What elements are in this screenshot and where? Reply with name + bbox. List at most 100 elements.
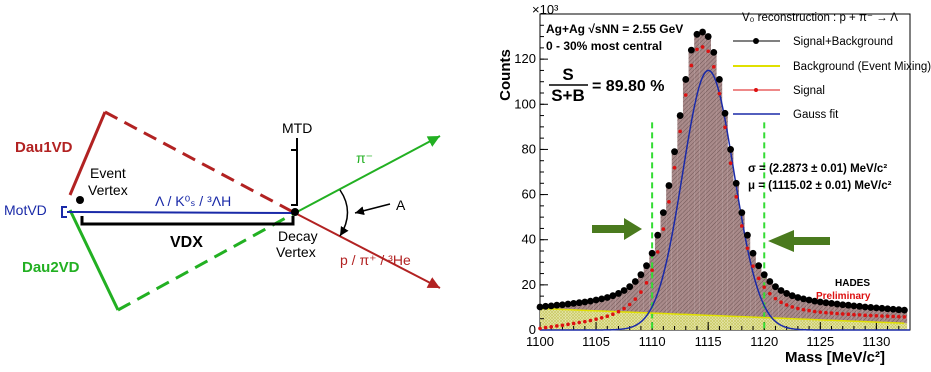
bg-bar (722, 316, 728, 330)
legend: V₀ reconstruction : p + π⁻ → Λ Signal+Ba… (733, 12, 931, 121)
signal-point (583, 319, 587, 324)
signal-point (627, 302, 632, 307)
signal-point (874, 313, 879, 318)
signal-background-point (715, 76, 723, 83)
bg-bar (699, 315, 706, 330)
signal-point (672, 165, 677, 170)
y-tick-label: 60 (522, 187, 536, 202)
signal-point (683, 93, 688, 97)
sb-bar (587, 301, 594, 311)
bg-bar (834, 320, 840, 330)
signal-point (706, 49, 710, 54)
signal-background-point (654, 231, 662, 239)
signal-background-point (783, 290, 791, 297)
bg-bar (750, 317, 756, 330)
signal-point (734, 195, 739, 199)
sb-bar (604, 297, 611, 312)
signal-point (711, 65, 716, 69)
sb-bar (716, 79, 723, 316)
decay-vertex-label-2: Vertex (276, 244, 316, 260)
signal-background-point (553, 301, 561, 309)
signal-background-point (676, 112, 684, 119)
signal-background-point (788, 292, 796, 300)
signal-background-point (805, 296, 813, 304)
mother-track (79, 211, 294, 214)
mtd-label: MTD (282, 120, 312, 136)
signal-point (543, 325, 548, 330)
sb-bar (705, 36, 711, 316)
sb-bar (682, 79, 689, 315)
signal-background-point (777, 287, 785, 294)
motvd-label: MotVD (4, 202, 47, 218)
sb-bar (677, 115, 683, 315)
angle-label: A (396, 197, 406, 213)
signal-background-point (542, 302, 550, 310)
signal-point (599, 316, 604, 320)
signal-point (902, 315, 907, 319)
signal-point (835, 311, 839, 316)
signal-background-point (760, 271, 768, 279)
signal-background-point (671, 148, 678, 156)
bg-bar (890, 322, 896, 330)
sb-bar (610, 295, 616, 312)
bg-bar (576, 310, 583, 330)
signal-background-point (878, 304, 886, 312)
signal-background-point (732, 179, 740, 187)
sb-bar (710, 52, 717, 316)
gauss-curve (540, 69, 910, 331)
x-axis-label: Mass [MeV/c²] (785, 349, 885, 366)
y-tick-label: 120 (514, 51, 536, 66)
signal-point (633, 297, 638, 301)
signal-background-point (631, 278, 639, 285)
x-tick-label: 1105 (582, 334, 610, 349)
bg-bar (828, 320, 835, 330)
signal-background-point (721, 109, 729, 117)
legend-item-gauss: Gauss fit (733, 109, 839, 121)
bg-bar (540, 308, 543, 330)
bg-bar (610, 311, 616, 330)
event-vertex-label-2: Vertex (88, 182, 128, 198)
bg-bar (710, 315, 717, 330)
signal-background-point (755, 262, 763, 270)
signal-background-point (727, 146, 735, 153)
sb-bar (722, 113, 728, 317)
signal-background-point (889, 305, 897, 313)
ratio-value: = 89.80 % (592, 78, 665, 95)
mu-label: μ = (1115.02 ± 0.01) MeV/c² (748, 180, 892, 192)
signal-background-point (643, 262, 650, 270)
x-tick-label: 1130 (862, 334, 890, 349)
signal-background-point (772, 283, 779, 291)
signal-point (717, 91, 722, 96)
signal-background-point (609, 292, 617, 300)
bg-bar (823, 320, 829, 330)
signal-point (773, 296, 778, 301)
signal-background-point (816, 298, 824, 306)
bg-bar (688, 314, 695, 330)
signal-series (538, 45, 907, 331)
signal-background-point (559, 301, 566, 309)
sb-bar (643, 265, 650, 313)
proton-label: p / π⁺ / ³He (340, 252, 411, 268)
bg-bar (789, 318, 796, 330)
x-tick-label: 1110 (639, 334, 666, 349)
signal-background-point (615, 290, 622, 297)
sb-bar (750, 253, 756, 318)
signal-background-point (699, 28, 706, 36)
signal-point (667, 199, 671, 204)
sb-bar (688, 50, 695, 315)
bg-bar (845, 320, 852, 330)
dau1-dashed-extension (104, 110, 294, 214)
bg-bar (654, 313, 661, 330)
y-axis-ticks: 0 20 40 60 80 100 120 (514, 13, 548, 337)
centrality-label: 0 - 30% most central (546, 39, 662, 53)
sb-bar (739, 212, 745, 317)
opening-angle-arc (339, 189, 349, 237)
sb-bar (576, 302, 583, 311)
ratio-sb: S+B (551, 86, 585, 105)
bg-bar (660, 313, 667, 330)
signal-point (768, 291, 772, 296)
bg-bar (649, 313, 655, 330)
bg-bar (901, 323, 908, 330)
signal-point (577, 320, 582, 325)
